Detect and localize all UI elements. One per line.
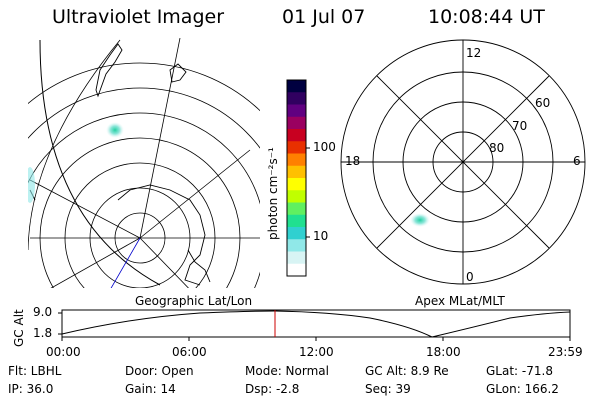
colorbar-segment xyxy=(287,92,306,105)
time-tick-0000: 00:00 xyxy=(46,345,81,359)
altitude-plot xyxy=(58,309,571,341)
colorbar-segment xyxy=(287,178,306,191)
glat-info: GLat: -71.8 xyxy=(486,364,553,378)
colorbar-segment xyxy=(287,153,306,167)
colorbar-segment xyxy=(287,116,306,130)
colorbar xyxy=(286,79,310,277)
geographic-label: Geographic Lat/Lon xyxy=(135,294,253,308)
lat-label-80: 80 xyxy=(489,141,505,155)
colorbar-segment xyxy=(287,165,306,179)
polar-map xyxy=(340,39,586,285)
colorbar-segment xyxy=(287,141,306,154)
mlt-label-18: 18 xyxy=(345,154,361,168)
ip-info: IP: 36.0 xyxy=(8,382,54,396)
alt-tick-9: 9.0 xyxy=(33,305,53,319)
colorbar-segment xyxy=(287,80,306,93)
colorbar-segment xyxy=(287,239,306,252)
colorbar-segment xyxy=(287,227,306,240)
colorbar-segment xyxy=(287,214,306,228)
mlt-label-0: 0 xyxy=(466,270,474,284)
page-title: Ultraviolet Imager xyxy=(52,6,225,28)
colorbar-tick-100: 100 xyxy=(313,140,336,154)
seq-info: Seq: 39 xyxy=(365,382,411,396)
colorbar-segment xyxy=(287,202,306,216)
dsp-info: Dsp: -2.8 xyxy=(245,382,300,396)
filter-info: Flt: LBHL xyxy=(8,364,62,378)
glon-info: GLon: 166.2 xyxy=(486,382,559,396)
mode-info: Mode: Normal xyxy=(245,364,329,378)
time-tick-2359: 23:59 xyxy=(548,345,583,359)
mlt-label-6: 6 xyxy=(573,154,581,168)
colorbar-segment xyxy=(287,263,306,277)
date-label: 01 Jul 07 xyxy=(282,6,366,28)
colorbar-segment xyxy=(287,251,306,265)
colorbar-segment xyxy=(287,104,306,118)
time-tick-1200: 12:00 xyxy=(299,345,334,359)
colorbar-tick-10: 10 xyxy=(313,229,329,243)
door-info: Door: Open xyxy=(125,364,194,378)
lat-label-70: 70 xyxy=(512,119,528,133)
mlt-label-12: 12 xyxy=(466,46,482,60)
lat-label-60: 60 xyxy=(535,96,551,110)
gc-alt-axis-label: GC Alt xyxy=(12,309,26,347)
alt-tick-1-8: 1.8 xyxy=(33,326,53,340)
colorbar-segment xyxy=(287,190,306,203)
time-tick-1800: 18:00 xyxy=(426,345,461,359)
time-label: 10:08:44 UT xyxy=(428,6,545,28)
time-tick-0600: 06:00 xyxy=(172,345,207,359)
geographic-map xyxy=(28,38,260,288)
colorbar-unit-label: photon cm⁻²s⁻¹ xyxy=(266,147,280,240)
gc-alt-info: GC Alt: 8.9 Re xyxy=(365,364,449,378)
gain-info: Gain: 14 xyxy=(125,382,176,396)
colorbar-segment xyxy=(287,129,306,142)
apex-label: Apex MLat/MLT xyxy=(415,294,505,308)
